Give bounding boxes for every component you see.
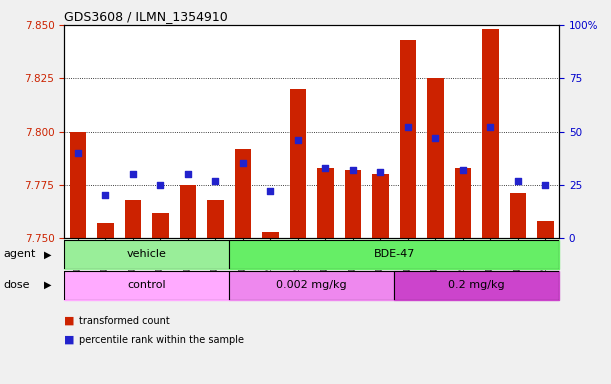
Text: ■: ■ [64, 316, 75, 326]
Bar [152, 212, 169, 238]
Bar [290, 89, 306, 238]
Bar [207, 200, 224, 238]
Point [513, 177, 523, 184]
Bar [262, 232, 279, 238]
Point [403, 124, 413, 130]
Text: agent: agent [3, 249, 35, 260]
Point [210, 177, 221, 184]
Bar [394, 271, 559, 300]
Bar [427, 78, 444, 238]
Text: ■: ■ [64, 335, 75, 345]
Bar [537, 221, 554, 238]
Point [183, 171, 193, 177]
Bar [400, 40, 416, 238]
Bar [229, 271, 394, 300]
Point [73, 150, 83, 156]
Text: percentile rank within the sample: percentile rank within the sample [79, 335, 244, 345]
Text: 0.002 mg/kg: 0.002 mg/kg [276, 280, 347, 290]
Point [293, 137, 303, 143]
Bar [64, 240, 229, 269]
Text: transformed count: transformed count [79, 316, 170, 326]
Point [486, 124, 496, 130]
Bar [229, 240, 559, 269]
Point [458, 167, 468, 173]
Point [266, 188, 276, 194]
Text: control: control [127, 280, 166, 290]
Text: 0.2 mg/kg: 0.2 mg/kg [448, 280, 505, 290]
Bar [482, 29, 499, 238]
Bar [317, 168, 334, 238]
Bar [455, 168, 471, 238]
Bar [510, 193, 526, 238]
Point [541, 182, 551, 188]
Point [321, 165, 331, 171]
Bar [70, 131, 86, 238]
Point [348, 167, 358, 173]
Bar [372, 174, 389, 238]
Point [376, 169, 386, 175]
Bar [64, 271, 229, 300]
Text: ▶: ▶ [44, 280, 51, 290]
Point [156, 182, 166, 188]
Bar [345, 170, 361, 238]
Bar [180, 185, 196, 238]
Text: GDS3608 / ILMN_1354910: GDS3608 / ILMN_1354910 [64, 10, 228, 23]
Point [431, 135, 441, 141]
Point [238, 161, 248, 167]
Point [128, 171, 138, 177]
Text: BDE-47: BDE-47 [373, 249, 415, 260]
Point [100, 192, 111, 199]
Bar [235, 149, 251, 238]
Text: vehicle: vehicle [126, 249, 167, 260]
Text: ▶: ▶ [44, 249, 51, 260]
Text: dose: dose [3, 280, 29, 290]
Bar [125, 200, 141, 238]
Bar [97, 223, 114, 238]
